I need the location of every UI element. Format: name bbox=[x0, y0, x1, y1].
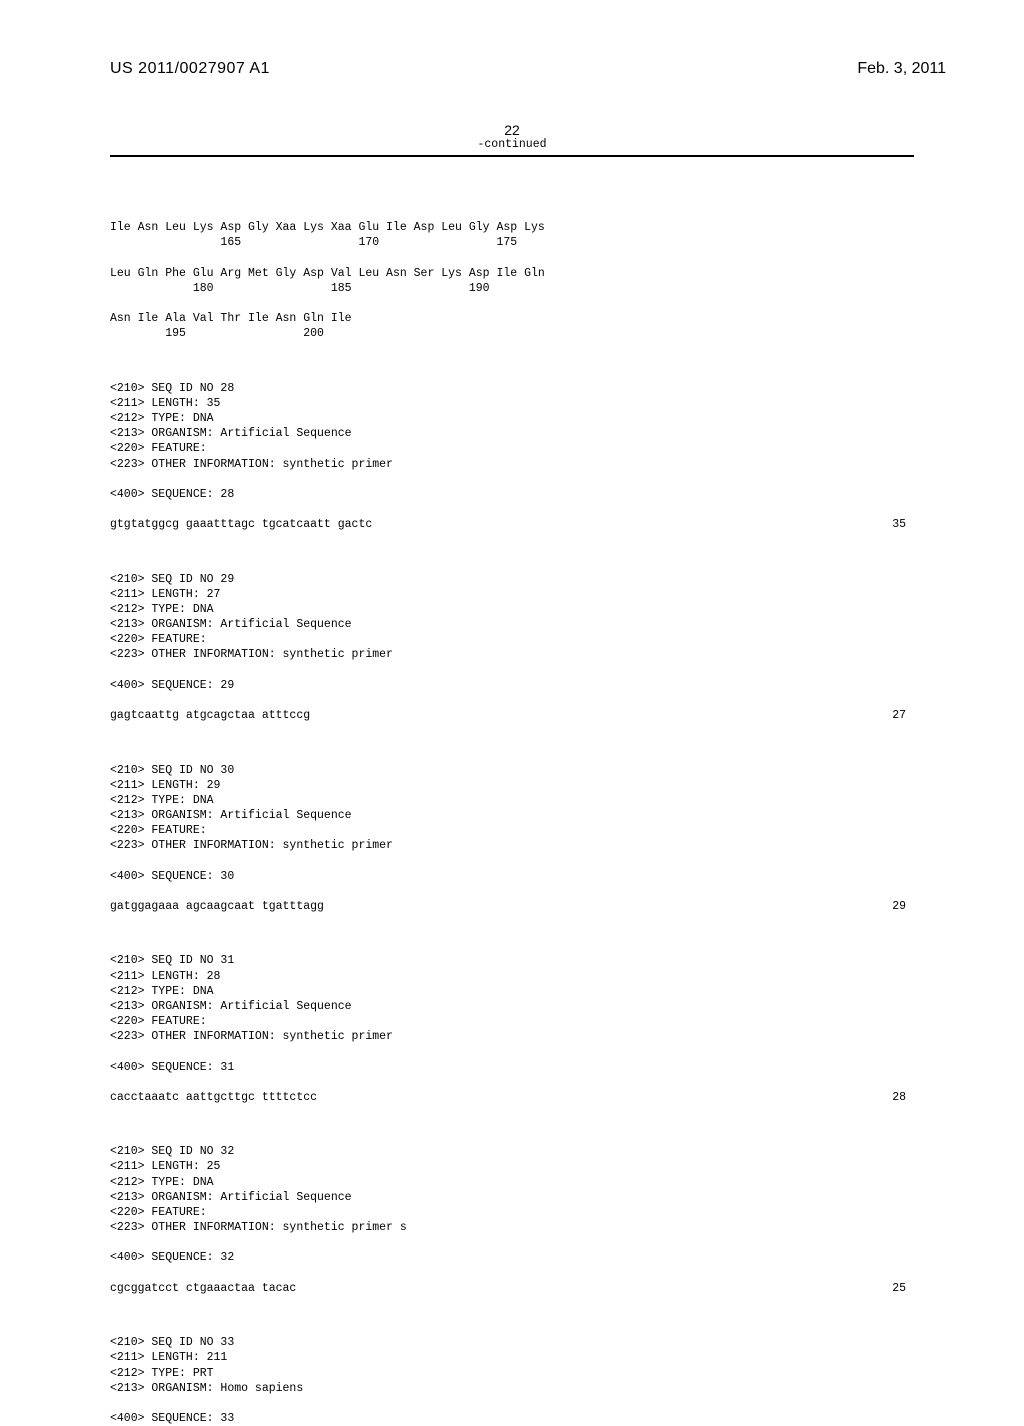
meta-line: <212> TYPE: DNA bbox=[110, 412, 214, 425]
seq-entry-28: <210> SEQ ID NO 28 <211> LENGTH: 35 <212… bbox=[110, 381, 914, 533]
sequence-row: cacctaaatc aattgcttgc ttttctcc28 bbox=[110, 1090, 914, 1105]
page-header: US 2011/0027907 A1 Feb. 3, 2011 bbox=[0, 0, 1024, 78]
meta-line: <213> ORGANISM: Homo sapiens bbox=[110, 1382, 303, 1395]
continued-label: -continued bbox=[0, 138, 1024, 151]
sequence-text: gtgtatggcg gaaatttagc tgcatcaatt gactc bbox=[110, 517, 846, 532]
sequence-label: <400> SEQUENCE: 28 bbox=[110, 488, 234, 501]
sequence-row: gtgtatggcg gaaatttagc tgcatcaatt gactc35 bbox=[110, 517, 914, 532]
seq-entry-30: <210> SEQ ID NO 30 <211> LENGTH: 29 <212… bbox=[110, 763, 914, 915]
sequence-row: gagtcaattg atgcagctaa atttccg27 bbox=[110, 708, 914, 723]
meta-line: <211> LENGTH: 211 bbox=[110, 1351, 227, 1364]
seq-entry-32: <210> SEQ ID NO 32 <211> LENGTH: 25 <212… bbox=[110, 1144, 914, 1296]
aa-row: Ile Asn Leu Lys Asp Gly Xaa Lys Xaa Glu … bbox=[110, 221, 545, 234]
meta-line: <210> SEQ ID NO 31 bbox=[110, 954, 234, 967]
pos-row: 180 185 190 bbox=[110, 282, 490, 295]
meta-line: <211> LENGTH: 35 bbox=[110, 397, 220, 410]
publication-date: Feb. 3, 2011 bbox=[857, 60, 946, 78]
publication-number: US 2011/0027907 A1 bbox=[110, 60, 270, 78]
sequence-label: <400> SEQUENCE: 29 bbox=[110, 679, 234, 692]
meta-line: <210> SEQ ID NO 30 bbox=[110, 764, 234, 777]
meta-line: <220> FEATURE: bbox=[110, 824, 207, 837]
meta-line: <212> TYPE: DNA bbox=[110, 603, 214, 616]
aa-row: Asn Ile Ala Val Thr Ile Asn Gln Ile bbox=[110, 312, 352, 325]
sequence-length: 29 bbox=[846, 899, 914, 914]
meta-line: <210> SEQ ID NO 32 bbox=[110, 1145, 234, 1158]
meta-line: <210> SEQ ID NO 28 bbox=[110, 382, 234, 395]
sequence-label: <400> SEQUENCE: 32 bbox=[110, 1251, 234, 1264]
meta-line: <223> OTHER INFORMATION: synthetic prime… bbox=[110, 839, 393, 852]
sequence-text: cacctaaatc aattgcttgc ttttctcc bbox=[110, 1090, 846, 1105]
meta-line: <220> FEATURE: bbox=[110, 1206, 207, 1219]
meta-line: <223> OTHER INFORMATION: synthetic prime… bbox=[110, 458, 393, 471]
meta-line: <213> ORGANISM: Artificial Sequence bbox=[110, 1191, 352, 1204]
meta-line: <210> SEQ ID NO 29 bbox=[110, 573, 234, 586]
page-number: 22 bbox=[0, 122, 1024, 138]
sequence-text: gagtcaattg atgcagctaa atttccg bbox=[110, 708, 846, 723]
pos-row: 195 200 bbox=[110, 327, 324, 340]
seq-entry-33: <210> SEQ ID NO 33 <211> LENGTH: 211 <21… bbox=[110, 1335, 914, 1426]
seq-entry-31: <210> SEQ ID NO 31 <211> LENGTH: 28 <212… bbox=[110, 953, 914, 1105]
sequence-row: gatggagaaa agcaagcaat tgatttagg29 bbox=[110, 899, 914, 914]
meta-line: <212> TYPE: DNA bbox=[110, 794, 214, 807]
section-rule bbox=[110, 155, 914, 157]
meta-line: <220> FEATURE: bbox=[110, 442, 207, 455]
meta-line: <223> OTHER INFORMATION: synthetic prime… bbox=[110, 648, 393, 661]
meta-line: <223> OTHER INFORMATION: synthetic prime… bbox=[110, 1221, 407, 1234]
sequence-length: 27 bbox=[846, 708, 914, 723]
seq-entry-29: <210> SEQ ID NO 29 <211> LENGTH: 27 <212… bbox=[110, 572, 914, 724]
sequence-row: cgcggatcct ctgaaactaa tacac25 bbox=[110, 1281, 914, 1296]
meta-line: <220> FEATURE: bbox=[110, 633, 207, 646]
sequence-length: 35 bbox=[846, 517, 914, 532]
sequence-label: <400> SEQUENCE: 33 bbox=[110, 1412, 234, 1425]
meta-line: <213> ORGANISM: Artificial Sequence bbox=[110, 1000, 352, 1013]
sequence-label: <400> SEQUENCE: 30 bbox=[110, 870, 234, 883]
meta-line: <211> LENGTH: 29 bbox=[110, 779, 220, 792]
sequence-listing: Ile Asn Leu Lys Asp Gly Xaa Lys Xaa Glu … bbox=[110, 205, 914, 1426]
pos-row: 165 170 175 bbox=[110, 236, 517, 249]
meta-line: <213> ORGANISM: Artificial Sequence bbox=[110, 427, 352, 440]
sequence-text: gatggagaaa agcaagcaat tgatttagg bbox=[110, 899, 846, 914]
page: US 2011/0027907 A1 Feb. 3, 2011 22 -cont… bbox=[0, 0, 1024, 1320]
meta-line: <213> ORGANISM: Artificial Sequence bbox=[110, 809, 352, 822]
meta-line: <212> TYPE: PRT bbox=[110, 1367, 214, 1380]
meta-line: <220> FEATURE: bbox=[110, 1015, 207, 1028]
meta-line: <223> OTHER INFORMATION: synthetic prime… bbox=[110, 1030, 393, 1043]
sequence-text: cgcggatcct ctgaaactaa tacac bbox=[110, 1281, 846, 1296]
meta-line: <211> LENGTH: 25 bbox=[110, 1160, 220, 1173]
meta-line: <211> LENGTH: 28 bbox=[110, 970, 220, 983]
sequence-length: 28 bbox=[846, 1090, 914, 1105]
meta-line: <213> ORGANISM: Artificial Sequence bbox=[110, 618, 352, 631]
meta-line: <212> TYPE: DNA bbox=[110, 1176, 214, 1189]
meta-line: <210> SEQ ID NO 33 bbox=[110, 1336, 234, 1349]
sequence-length: 25 bbox=[846, 1281, 914, 1296]
sequence-label: <400> SEQUENCE: 31 bbox=[110, 1061, 234, 1074]
meta-line: <212> TYPE: DNA bbox=[110, 985, 214, 998]
protein-continuation: Ile Asn Leu Lys Asp Gly Xaa Lys Xaa Glu … bbox=[110, 220, 914, 341]
meta-line: <211> LENGTH: 27 bbox=[110, 588, 220, 601]
aa-row: Leu Gln Phe Glu Arg Met Gly Asp Val Leu … bbox=[110, 267, 545, 280]
